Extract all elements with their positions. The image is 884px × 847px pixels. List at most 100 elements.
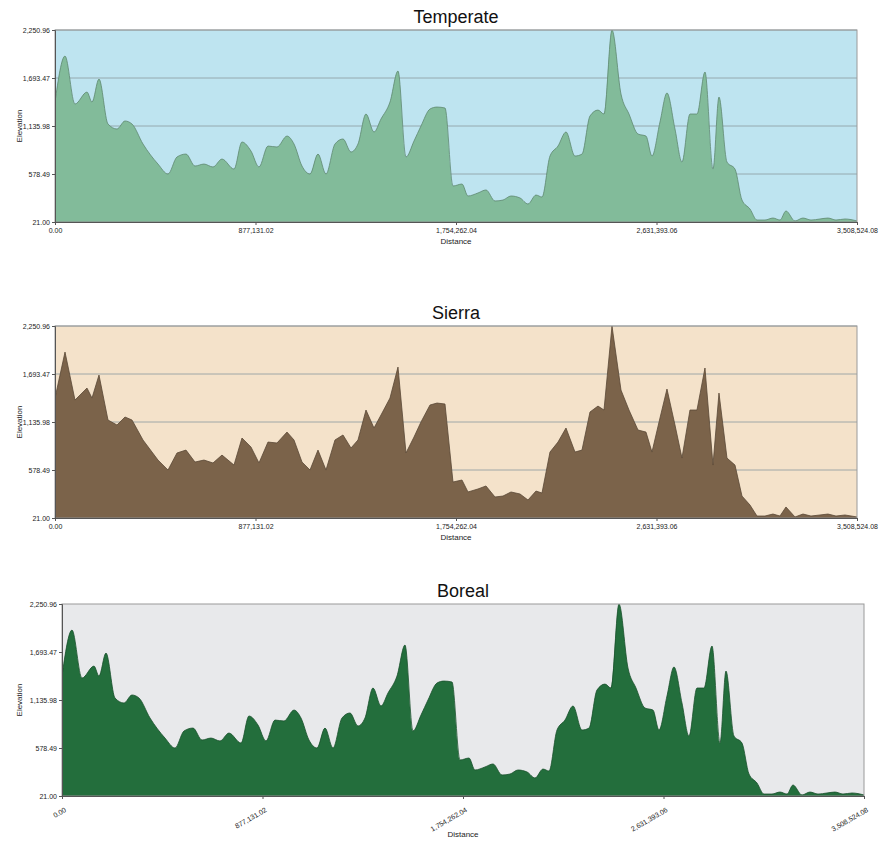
y-tick-label: 21.00 [32,219,50,226]
x-tick-mark [256,518,257,521]
x-tick: 0.00 [52,796,67,819]
x-tick-label: 3,508,524.08 [830,806,869,833]
y-tick-mark [52,222,55,223]
y-tick-label: 1,135.98 [30,697,57,704]
y-tick-label: 1,135.98 [23,123,50,130]
x-tick: 1,754,262.04 [429,796,468,833]
y-axis: 21.00578.491,135.981,693.472,250.96 [30,601,63,800]
x-tick-mark [463,796,464,799]
elevation-area [55,326,857,518]
plot-background [55,326,857,518]
y-axis-title: Elevation [15,110,24,143]
y-tick-label: 21.00 [32,515,50,522]
y-tick-mark [52,174,55,175]
y-tick: 578.49 [29,171,55,178]
y-tick-mark [52,374,55,375]
x-tick-mark [62,796,63,799]
y-tick-label: 1,693.47 [23,371,50,378]
y-tick-label: 1,135.98 [23,419,50,426]
y-tick-label: 21.00 [39,793,57,800]
y-tick: 1,135.98 [23,419,55,426]
y-tick: 2,250.96 [23,323,55,330]
x-tick-label: 3,508,524.08 [837,227,878,234]
plot-frame [55,326,857,518]
x-axis-title: Distance [440,533,472,542]
y-tick: 1,693.47 [23,371,55,378]
x-tick-label: 2,631,393.06 [637,227,678,234]
x-tick: 2,631,393.06 [637,222,678,234]
marks [62,604,864,796]
plot-frame [55,30,857,222]
x-tick-mark [256,222,257,225]
y-axis-line [52,327,56,519]
elevation-area [55,30,857,222]
x-tick-label: 877,131.02 [238,227,273,234]
y-tick-label: 1,693.47 [30,649,57,656]
y-tick-mark [52,422,55,423]
x-tick: 1,754,262.04 [436,518,477,530]
grid-line [55,374,857,375]
x-tick: 0.00 [49,518,63,530]
x-tick: 0.00 [49,222,63,234]
y-tick-label: 2,250.96 [23,323,50,330]
x-tick: 2,631,393.06 [637,518,678,530]
x-tick-mark [657,518,658,521]
x-tick-label: 877,131.02 [238,523,273,530]
y-tick: 578.49 [36,745,62,752]
x-axis-title: Distance [440,237,472,246]
x-tick-label: 3,508,524.08 [837,523,878,530]
x-tick-label: 0.00 [49,227,63,234]
x-tick-mark [55,222,56,225]
y-axis-title: Elevation [15,406,24,439]
grid-line [55,126,857,127]
y-tick-mark [52,78,55,79]
chart-title: Sierra [432,303,481,323]
x-tick-mark [456,222,457,225]
y-tick-mark [59,796,62,797]
marks [55,326,857,518]
x-tick-label: 1,754,262.04 [429,806,468,833]
y-tick-label: 1,693.47 [23,75,50,82]
x-axis: 0.00877,131.021,754,262.042,631,393.063,… [52,796,869,833]
y-tick: 1,693.47 [23,75,55,82]
y-tick: 21.00 [39,793,62,800]
grid-line [55,78,857,79]
y-tick-mark [52,30,55,31]
chart: 21.00 578.49 1,135.98 1,693.47 2,250.96 0.00 8… [15,303,878,542]
marks [55,30,857,222]
y-tick-mark [52,126,55,127]
y-tick: 1,693.47 [30,649,62,656]
x-tick: 2,631,393.06 [630,796,669,833]
x-tick: 3,508,524.08 [837,222,878,234]
x-tick-mark [857,518,858,521]
y-tick: 1,135.98 [23,123,55,130]
y-tick-label: 578.49 [29,467,51,474]
y-axis: 21.00 578.49 1,135.98 1,693.47 2,250.96 [23,27,56,226]
plot-background [62,604,864,796]
plot-background [55,30,857,222]
y-tick: 2,250.96 [23,27,55,34]
y-tick: 21.00 [32,219,55,226]
chart-title: Boreal [437,581,489,601]
x-axis-line [56,223,858,226]
x-axis-title: Distance [447,830,479,839]
y-axis-line [52,31,56,223]
y-tick-label: 578.49 [29,171,51,178]
x-tick-label: 0.00 [52,806,67,819]
x-axis-line [63,797,865,800]
x-tick-mark [456,518,457,521]
x-tick: 3,508,524.08 [830,796,869,833]
figure: 21.00 578.49 1,135.98 1,693.47 2,250.96 0.00 8… [0,0,884,847]
x-tick: 1,754,262.04 [436,222,477,234]
elevation-area [62,604,864,796]
x-tick: 877,131.02 [238,222,273,234]
y-tick: 21.00 [32,515,55,522]
y-tick: 1,135.98 [30,697,62,704]
grid [55,326,857,518]
x-tick-mark [263,796,264,799]
plot-frame [62,604,864,796]
y-axis-title: Elevation [15,684,24,717]
grid-line [55,422,857,423]
chart: 21.00578.491,135.981,693.472,250.960.008… [15,581,869,839]
chart-title: Temperate [413,7,498,27]
